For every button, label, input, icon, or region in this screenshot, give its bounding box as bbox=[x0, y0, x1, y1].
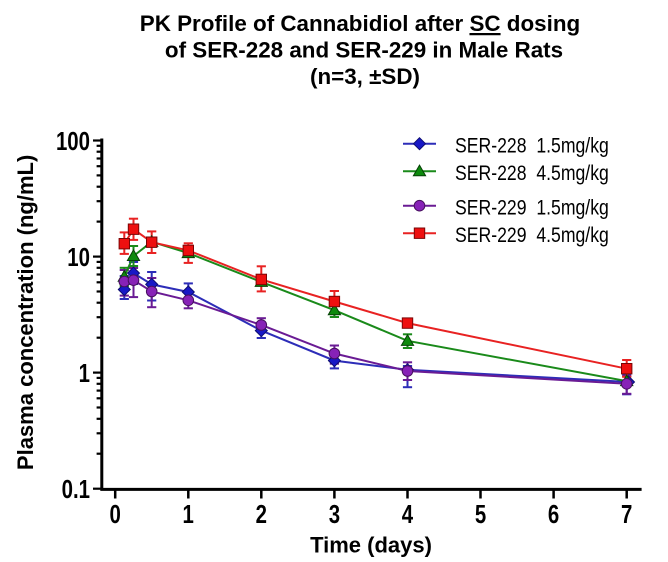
svg-text:(n=3, ±SD): (n=3, ±SD) bbox=[310, 64, 420, 89]
svg-text:100: 100 bbox=[56, 127, 90, 156]
svg-text:1: 1 bbox=[183, 500, 194, 529]
svg-text:SER-229 1.5mg/kg: SER-229 1.5mg/kg bbox=[455, 196, 609, 220]
svg-text:SER-228 4.5mg/kg: SER-228 4.5mg/kg bbox=[455, 162, 609, 186]
svg-text:4: 4 bbox=[402, 500, 413, 529]
svg-text:of SER-228 and SER-229 in Male: of SER-228 and SER-229 in Male Rats bbox=[165, 38, 563, 63]
svg-text:5: 5 bbox=[475, 500, 486, 529]
svg-text:3: 3 bbox=[329, 500, 340, 529]
svg-text:Time (days): Time (days) bbox=[310, 533, 432, 558]
svg-text:Plasma concentration (ng/mL): Plasma concentration (ng/mL) bbox=[13, 155, 38, 470]
svg-text:2: 2 bbox=[256, 500, 267, 529]
svg-text:6: 6 bbox=[548, 500, 559, 529]
svg-text:SER-228 1.5mg/kg: SER-228 1.5mg/kg bbox=[455, 134, 609, 158]
svg-text:10: 10 bbox=[67, 243, 90, 272]
svg-text:7: 7 bbox=[621, 500, 632, 529]
svg-text:0.1: 0.1 bbox=[62, 475, 90, 504]
svg-text:SER-229 4.5mg/kg: SER-229 4.5mg/kg bbox=[455, 224, 609, 248]
svg-text:0: 0 bbox=[110, 500, 121, 529]
svg-text:PK Profile of Cannabidiol afte: PK Profile of Cannabidiol after SC dosin… bbox=[140, 11, 580, 36]
svg-text:1: 1 bbox=[79, 359, 90, 388]
